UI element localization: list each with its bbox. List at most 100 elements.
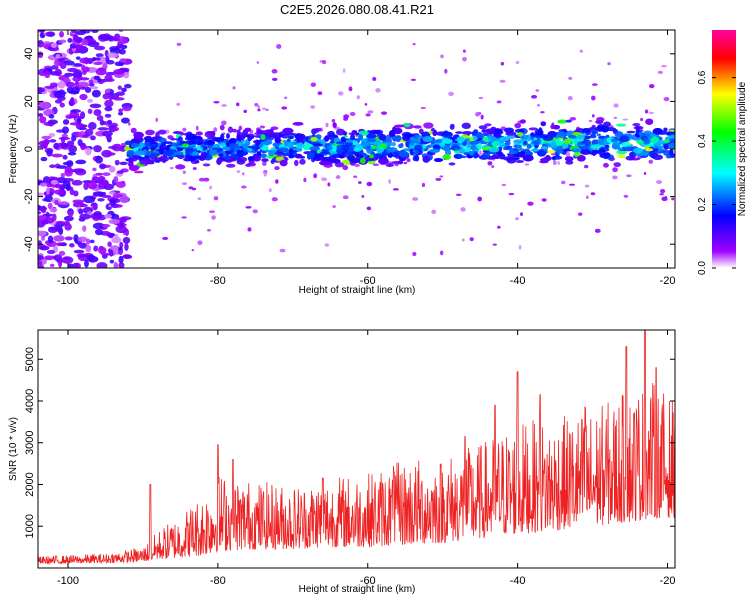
spectrogram-cell [375, 88, 381, 93]
spectrogram-cell [75, 159, 87, 165]
spectrogram-cell [475, 132, 483, 139]
spectrogram-cell [86, 254, 96, 261]
spectrogram-cell [55, 183, 61, 189]
spectrogram-cell [63, 177, 74, 182]
spectrogram-cell [303, 177, 307, 183]
spectrogram-cell [48, 132, 56, 138]
spectrogram-cell [48, 114, 55, 119]
spectrogram-y-ticks: -40 -20 0 20 40 [23, 48, 675, 252]
spectrogram-cell [568, 183, 576, 186]
spectrogram-cell [514, 123, 522, 129]
spectrogram-cell [321, 59, 327, 65]
spectrogram-cell [82, 225, 87, 232]
x-tick-label: -20 [660, 275, 676, 287]
spectrogram-cell [514, 217, 519, 221]
spectrogram-cell [225, 163, 236, 168]
spectrogram-cell [370, 130, 381, 135]
spectrogram-cell [118, 262, 125, 268]
spectrogram-cell [623, 194, 629, 198]
spectrogram-cell [53, 91, 66, 99]
spectrogram-cell [83, 195, 96, 204]
spectrogram-cell [198, 177, 205, 182]
spectrogram-cell [133, 131, 144, 139]
spectrogram-cell [74, 168, 87, 176]
spectrogram-cell [644, 109, 649, 114]
spectrogram-cell [125, 140, 132, 145]
spectrogram-cell [93, 211, 102, 217]
spectrogram-cell [54, 68, 63, 77]
spectrogram-cell [299, 158, 306, 165]
spectrogram-cell [391, 141, 396, 147]
snr-y-axis-label: SNR (10 * v/v) [8, 417, 19, 481]
spectrogram-cell [97, 127, 109, 131]
spectrogram-cell [228, 138, 237, 143]
spectrogram-cell [53, 59, 60, 67]
spectrogram-cell [47, 119, 59, 125]
spectrogram-cell [499, 153, 506, 160]
spectrogram-cell [388, 179, 392, 184]
spectrogram-cell [224, 154, 230, 161]
spectrogram-cell [275, 179, 279, 184]
spectrogram-cell [659, 193, 664, 196]
spectrogram-cell [616, 123, 627, 127]
spectrogram-cell [635, 126, 640, 133]
spectrogram-cell [69, 243, 75, 248]
spectrogram-cell [66, 67, 79, 73]
spectrogram-cell [325, 122, 329, 128]
spectrogram-cell [296, 142, 304, 149]
spectrogram-cell [79, 77, 90, 81]
spectrogram-cell [665, 154, 672, 159]
spectrogram-cell [530, 148, 541, 152]
spectrogram-cell [373, 153, 384, 160]
spectrogram-cell [541, 198, 547, 202]
spectrogram-cell [95, 156, 103, 164]
spectrogram-cell [324, 243, 330, 247]
spectrogram-cell [349, 111, 356, 116]
spectrogram-cell [324, 135, 330, 142]
spectrogram-cell [208, 149, 218, 156]
spectrogram-cell [651, 153, 658, 157]
spectrogram-cell [144, 141, 151, 148]
spectrogram-cell [530, 95, 538, 99]
spectrogram-cell [47, 227, 58, 233]
spectrogram-cell [88, 79, 94, 84]
spectrogram-cell [654, 148, 659, 152]
spectrogram-cell [591, 124, 596, 130]
spectrogram-cell [116, 170, 124, 174]
spectrogram-cell [39, 30, 45, 33]
spectrogram-cell [340, 144, 347, 148]
spectrogram-cell [435, 177, 442, 181]
spectrogram-cell [287, 135, 295, 140]
spectrogram-cell [259, 153, 267, 159]
spectrogram-cell [448, 91, 454, 97]
spectrogram-cell [119, 161, 128, 166]
y-tick-label: 4000 [24, 389, 36, 413]
spectrogram-cell [119, 195, 130, 204]
spectrogram-cell [663, 97, 670, 102]
x-tick-label: -80 [210, 575, 226, 587]
spectrogram-cell [327, 182, 331, 187]
spectrogram-cell [429, 148, 440, 153]
spectrogram-cell [430, 139, 442, 143]
spectrogram-cell [499, 79, 506, 83]
spectrogram-cell [663, 139, 671, 144]
spectrogram-cell [591, 114, 595, 118]
spectrogram-cell [471, 130, 477, 136]
spectrogram-cell [133, 150, 145, 156]
spectrogram-cell [334, 162, 345, 168]
spectrogram-cell [117, 111, 124, 116]
spectrogram-cell [104, 99, 114, 108]
spectrogram-cell [461, 131, 473, 135]
spectrogram-cell [38, 215, 47, 222]
spectrogram-cell [113, 176, 119, 184]
spectrogram-cell [53, 235, 65, 242]
spectrogram-cell [209, 210, 216, 213]
spectrogram-cell [537, 103, 541, 107]
spectrogram-cell [107, 52, 119, 58]
spectrogram-cell [387, 147, 398, 152]
spectrogram-cell [364, 103, 368, 106]
spectrogram-cell [38, 255, 44, 261]
spectrogram-cell [63, 215, 74, 222]
spectrogram-cell [623, 146, 634, 152]
spectrogram-cell [252, 153, 259, 159]
